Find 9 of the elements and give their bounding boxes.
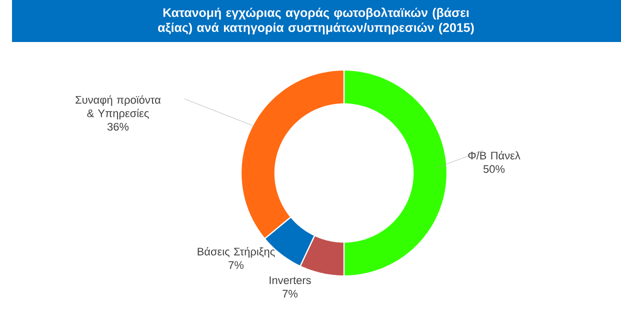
- slice-label: Inverters: [270, 276, 311, 284]
- chart-title: Κατανομή εγχώριας αγοράς φωτοβολταϊκών (βάσει αξίας) ανά κατηγορία συστημάτων/υπηρεσιών (2015): [158, 8, 474, 34]
- data-label: 7%: [282, 290, 298, 298]
- data-label: 7%: [228, 261, 244, 269]
- data-label: 50%: [483, 165, 505, 173]
- slice-label: Φ/Β Πάνελ: [468, 151, 520, 160]
- slice-label: Συναφή προϊόντα & Υπηρεσίες: [76, 95, 161, 120]
- slice-label: Βάσεις Στήριξης: [198, 247, 275, 258]
- data-label: 36%: [107, 122, 129, 131]
